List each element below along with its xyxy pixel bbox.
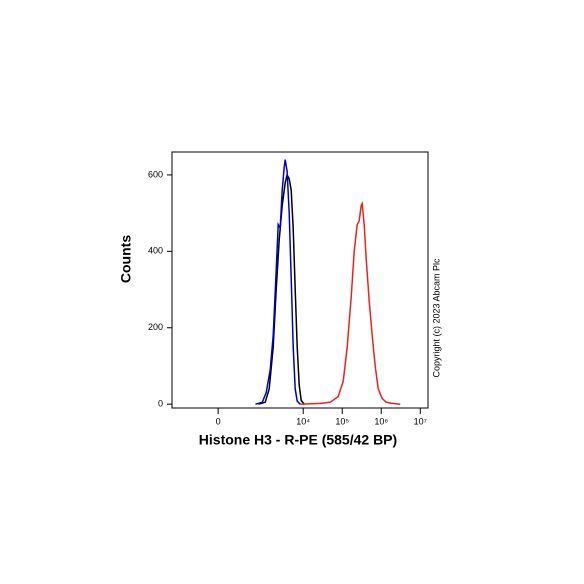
copyright: Copyright (c) 2023 Abcam Plc [431, 258, 441, 378]
y-tick-label: 0 [158, 399, 163, 409]
x-tick-label: 10⁴ [296, 416, 310, 426]
plot-frame [171, 151, 429, 409]
y-tick-label: 200 [148, 322, 163, 332]
x-tick-label: 10⁷ [414, 416, 427, 426]
y-tick-label: 600 [148, 169, 163, 179]
x-tick-label: 10⁶ [374, 416, 388, 426]
x-axis-label: Histone H3 - R-PE (585/42 BP) [199, 432, 397, 448]
x-tick-label: 0 [216, 416, 221, 426]
histogram-line [255, 159, 301, 405]
y-axis-label: Counts [118, 235, 134, 283]
x-tick-label: 10⁵ [335, 416, 349, 426]
y-tick-label: 400 [148, 246, 163, 256]
histogram-line [300, 201, 401, 405]
